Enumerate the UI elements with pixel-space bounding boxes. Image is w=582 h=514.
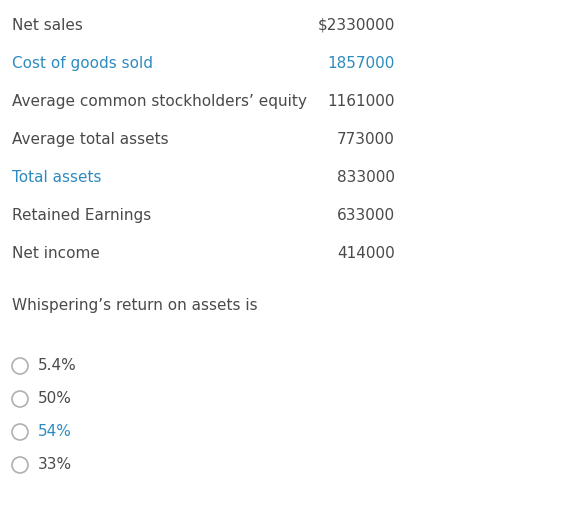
Text: 5.4%: 5.4% <box>38 358 77 373</box>
Text: 54%: 54% <box>38 424 72 439</box>
Text: 773000: 773000 <box>337 132 395 147</box>
Text: 633000: 633000 <box>337 208 395 223</box>
Text: Net sales: Net sales <box>12 18 83 33</box>
Text: Retained Earnings: Retained Earnings <box>12 208 151 223</box>
Text: 833000: 833000 <box>337 170 395 185</box>
Text: Cost of goods sold: Cost of goods sold <box>12 56 153 71</box>
Text: 1161000: 1161000 <box>328 94 395 109</box>
Text: 50%: 50% <box>38 391 72 406</box>
Text: Average total assets: Average total assets <box>12 132 169 147</box>
Text: $2330000: $2330000 <box>318 18 395 33</box>
Text: Net income: Net income <box>12 246 100 261</box>
Text: Whispering’s return on assets is: Whispering’s return on assets is <box>12 298 258 313</box>
Text: 414000: 414000 <box>337 246 395 261</box>
Text: Total assets: Total assets <box>12 170 101 185</box>
Text: Average common stockholders’ equity: Average common stockholders’ equity <box>12 94 307 109</box>
Text: 33%: 33% <box>38 457 72 472</box>
Text: 1857000: 1857000 <box>328 56 395 71</box>
